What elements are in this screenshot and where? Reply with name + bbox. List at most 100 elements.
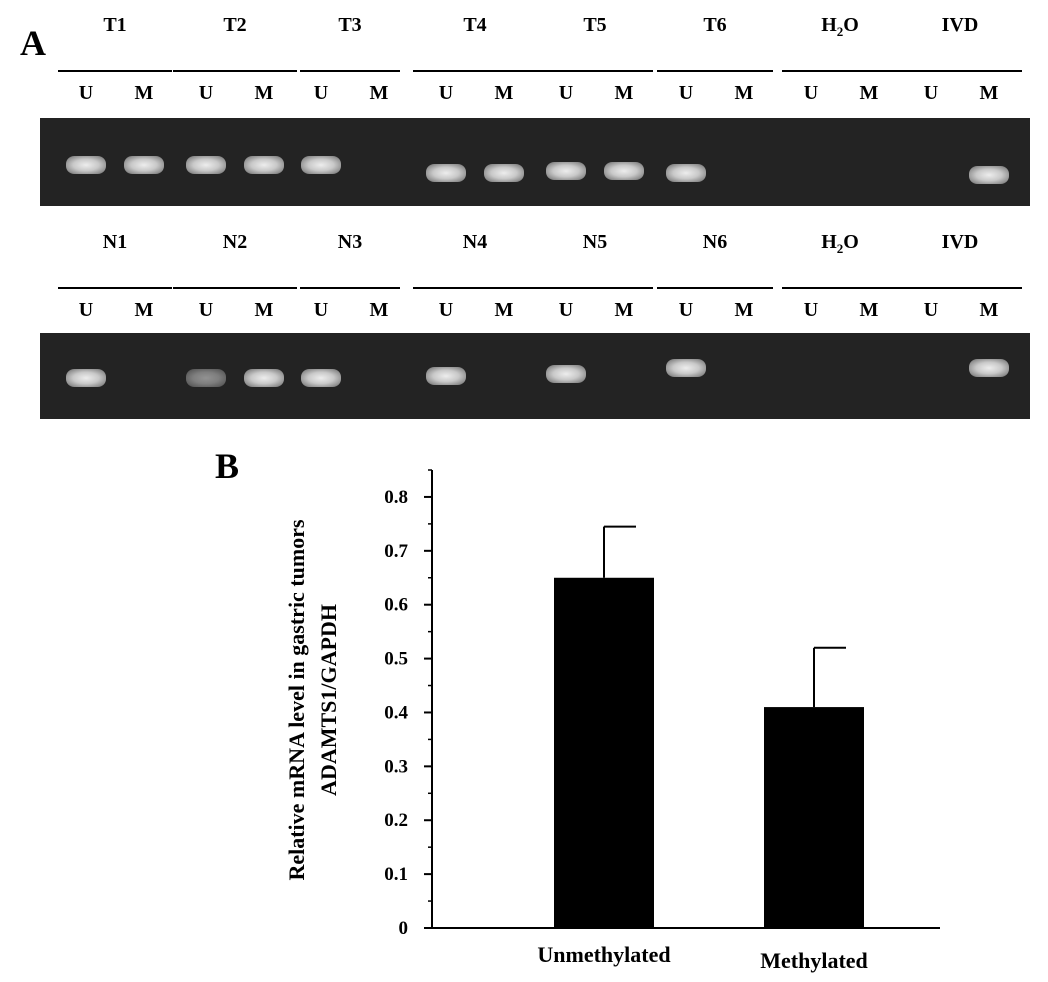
gel-lane-label: M [614, 299, 634, 321]
gel-group-label-text: T4 [463, 14, 487, 36]
gel-lane-label: U [803, 299, 819, 321]
gel-image [40, 118, 1030, 206]
gel-group-label: T5 [535, 14, 655, 37]
gel-lane-label: M [614, 82, 634, 104]
gel-group-label: T3 [290, 14, 410, 37]
gel-lane-label: M [369, 299, 389, 321]
gel-group-label-text: T3 [338, 14, 362, 36]
y-tick-label: 0.3 [384, 756, 408, 777]
gel-group-label-text: IVD [941, 231, 979, 253]
gel-lane-label: M [134, 82, 154, 104]
gel-group-underline [898, 287, 1022, 289]
gel-image [40, 333, 1030, 419]
gel-group-label-tail: O [843, 231, 859, 253]
gel-bottom-section: N1 U M N2 U M N3 U M N4 U M N5 U M N6 U M H2O U M IVD U M [40, 225, 1030, 420]
gel-group-label: IVD [900, 231, 1020, 254]
gel-group-label: N6 [655, 231, 775, 254]
gel-band [546, 162, 586, 180]
gel-lane-label: U [313, 299, 329, 321]
gel-group-label-subscript: 2 [836, 241, 844, 256]
gel-lane-label: M [859, 299, 879, 321]
panel-b-letter: B [215, 446, 240, 486]
y-tick-label: 0.6 [384, 595, 408, 616]
gel-group-label-text: N3 [337, 231, 363, 253]
gel-band [666, 164, 706, 182]
y-axis-title-line2: ADAMTS1/GAPDH [316, 604, 341, 796]
bar [764, 707, 864, 928]
y-tick-label: 0 [399, 918, 409, 939]
gel-band [186, 369, 226, 387]
gel-lane-label: U [438, 82, 454, 104]
gel-lane-label: M [369, 82, 389, 104]
gel-group-underline [657, 287, 773, 289]
gel-group-label: T6 [655, 14, 775, 37]
gel-lane-label: M [494, 82, 514, 104]
gel-group-label: N4 [415, 231, 535, 254]
gel-group-label-text: T5 [583, 14, 607, 36]
gel-group-underline [173, 70, 297, 72]
gel-group-underline [537, 287, 653, 289]
gel-group-underline [657, 70, 773, 72]
gel-group-label-text: N1 [102, 231, 128, 253]
gel-band [969, 166, 1009, 184]
gel-lane-label: M [734, 82, 754, 104]
gel-lane-label: U [198, 82, 214, 104]
gel-group-underline [300, 287, 400, 289]
gel-band [66, 156, 106, 174]
gel-top-section: T1 U M T2 U M T3 U M T4 U M T5 U M T6 U M H2O U M IVD U M [40, 0, 1030, 210]
gel-group-label-text: T2 [223, 14, 247, 36]
gel-group-label: H2O [780, 14, 900, 40]
gel-lane-label: U [558, 299, 574, 321]
gel-band [186, 156, 226, 174]
gel-group-underline [898, 70, 1022, 72]
gel-group-label-text: N2 [222, 231, 248, 253]
gel-band [124, 156, 164, 174]
gel-group-label-subscript: 2 [836, 24, 844, 39]
gel-lane-label: U [678, 299, 694, 321]
y-axis-title-line1: Relative mRNA level in gastric tumors [284, 519, 309, 881]
y-tick-label: 0.8 [384, 487, 408, 508]
gel-group-label: N5 [535, 231, 655, 254]
gel-group-label-text: T1 [103, 14, 127, 36]
gel-lane-label: M [254, 82, 274, 104]
gel-lane-label: U [313, 82, 329, 104]
gel-group-label-text: N4 [462, 231, 488, 253]
gel-lane-label: U [923, 82, 939, 104]
gel-group-underline [58, 287, 172, 289]
gel-group-label-text: H [821, 14, 837, 36]
bar [554, 577, 654, 928]
y-tick-label: 0.4 [384, 702, 408, 723]
gel-group-underline [537, 70, 653, 72]
gel-band [301, 369, 341, 387]
gel-group-label: T1 [55, 14, 175, 37]
gel-group-label-tail: O [843, 14, 859, 36]
gel-group-label: H2O [780, 231, 900, 257]
gel-group-label-text: H [821, 231, 837, 253]
gel-lane-label: U [78, 82, 94, 104]
gel-lane-label: U [678, 82, 694, 104]
gel-band [66, 369, 106, 387]
panel-a-letter: A [20, 23, 46, 63]
gel-group-label: N1 [55, 231, 175, 254]
gel-lane-label: M [859, 82, 879, 104]
gel-band [484, 164, 524, 182]
gel-band [244, 156, 284, 174]
gel-band [546, 365, 586, 383]
gel-lane-label: M [494, 299, 514, 321]
gel-group-label: N2 [175, 231, 295, 254]
gel-lane-label: M [254, 299, 274, 321]
gel-group-underline [782, 287, 898, 289]
gel-lane-label: M [734, 299, 754, 321]
gel-band [301, 156, 341, 174]
gel-group-label-text: N5 [582, 231, 608, 253]
gel-band [426, 164, 466, 182]
gel-lane-label: U [198, 299, 214, 321]
gel-group-label-text: T6 [703, 14, 727, 36]
gel-lane-label: M [134, 299, 154, 321]
gel-group-underline [413, 287, 537, 289]
y-tick-label: 0.2 [384, 810, 408, 831]
gel-lane-label: U [923, 299, 939, 321]
x-category-label: Methylated [760, 948, 868, 973]
gel-lane-label: U [78, 299, 94, 321]
